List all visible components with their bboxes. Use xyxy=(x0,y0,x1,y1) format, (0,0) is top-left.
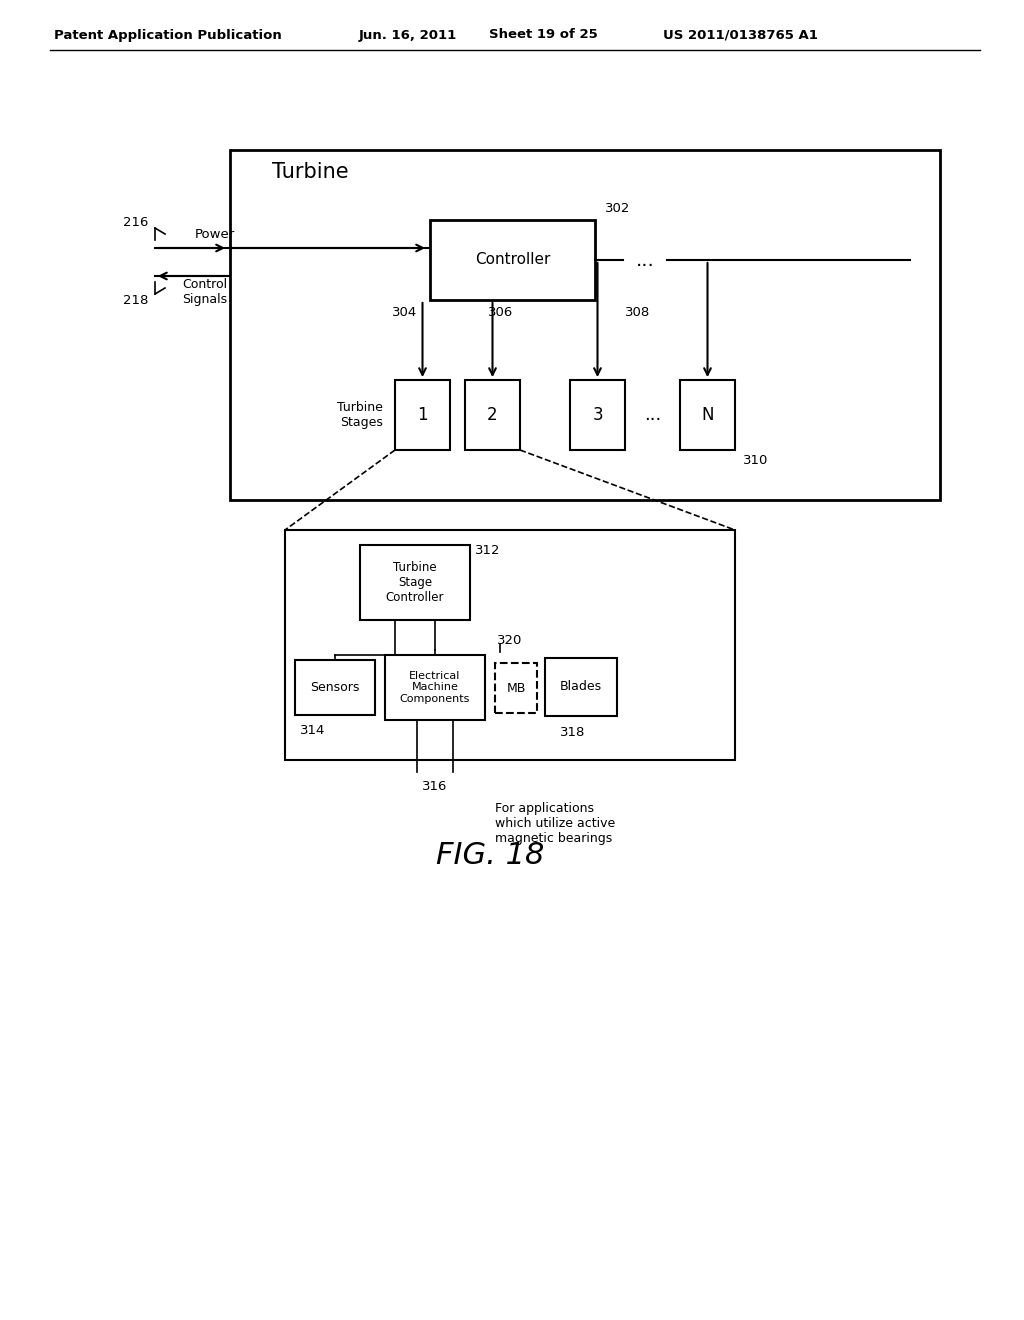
Bar xyxy=(465,380,520,450)
Text: Turbine
Stage
Controller: Turbine Stage Controller xyxy=(386,561,444,605)
Text: 308: 308 xyxy=(625,305,650,318)
Text: Control
Signals: Control Signals xyxy=(182,279,227,306)
Bar xyxy=(230,150,940,500)
Text: Patent Application Publication: Patent Application Publication xyxy=(54,29,282,41)
Text: US 2011/0138765 A1: US 2011/0138765 A1 xyxy=(663,29,817,41)
Text: 216: 216 xyxy=(123,215,148,228)
Text: 310: 310 xyxy=(743,454,768,466)
Bar xyxy=(680,380,735,450)
Text: 320: 320 xyxy=(497,634,522,647)
Bar xyxy=(495,663,537,713)
Text: FIG. 18: FIG. 18 xyxy=(436,841,544,870)
Text: 2: 2 xyxy=(487,407,498,424)
Text: Power: Power xyxy=(195,227,236,240)
Bar xyxy=(545,657,617,715)
Text: 304: 304 xyxy=(392,305,417,318)
Text: 218: 218 xyxy=(123,293,148,306)
Bar xyxy=(285,531,735,760)
Text: Sheet 19 of 25: Sheet 19 of 25 xyxy=(488,29,597,41)
Text: N: N xyxy=(701,407,714,424)
Text: 1: 1 xyxy=(417,407,428,424)
Bar xyxy=(395,380,450,450)
Text: 312: 312 xyxy=(475,544,501,557)
Text: Turbine: Turbine xyxy=(271,162,348,182)
Text: ...: ... xyxy=(636,251,654,269)
Text: Controller: Controller xyxy=(475,252,550,268)
Text: Electrical
Machine
Components: Electrical Machine Components xyxy=(399,671,470,704)
Text: For applications
which utilize active
magnetic bearings: For applications which utilize active ma… xyxy=(495,803,615,845)
Bar xyxy=(570,380,625,450)
Text: 314: 314 xyxy=(300,725,326,738)
Text: 318: 318 xyxy=(560,726,586,738)
Text: ...: ... xyxy=(644,407,662,424)
Bar xyxy=(360,545,470,620)
Text: 316: 316 xyxy=(422,780,447,793)
Text: Jun. 16, 2011: Jun. 16, 2011 xyxy=(358,29,457,41)
Text: 3: 3 xyxy=(592,407,603,424)
Bar xyxy=(295,660,375,715)
Text: Blades: Blades xyxy=(560,681,602,693)
Text: 306: 306 xyxy=(487,305,513,318)
Text: 302: 302 xyxy=(605,202,631,214)
Text: Sensors: Sensors xyxy=(310,681,359,694)
Bar xyxy=(430,220,595,300)
Text: Turbine
Stages: Turbine Stages xyxy=(337,401,383,429)
Text: MB: MB xyxy=(506,681,525,694)
Bar xyxy=(385,655,485,719)
